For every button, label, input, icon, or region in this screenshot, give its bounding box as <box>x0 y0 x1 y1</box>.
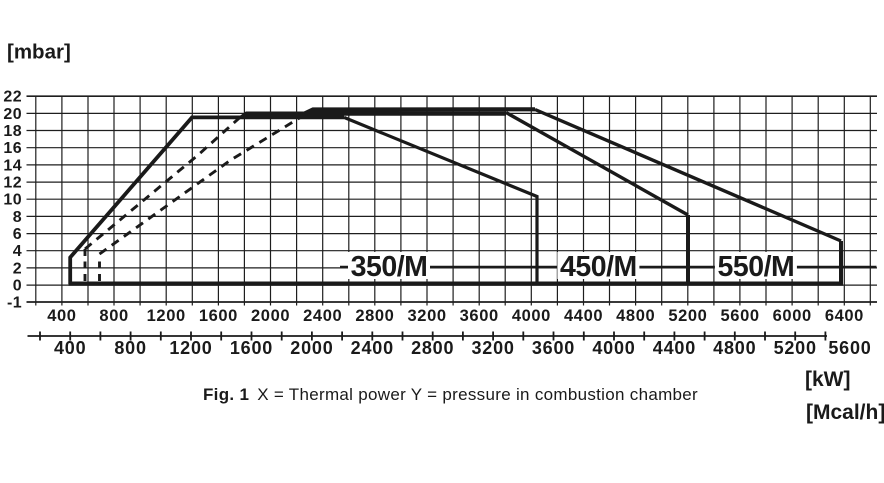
svg-text:22: 22 <box>3 89 22 106</box>
svg-text:[mbar]: [mbar] <box>7 41 71 64</box>
svg-text:4000: 4000 <box>592 338 635 358</box>
svg-text:6000: 6000 <box>773 307 812 325</box>
svg-text:4800: 4800 <box>713 338 756 358</box>
svg-text:3600: 3600 <box>460 307 499 325</box>
svg-text:4000: 4000 <box>512 307 551 325</box>
svg-text:3200: 3200 <box>471 338 514 358</box>
svg-text:2000: 2000 <box>290 338 333 358</box>
svg-text:8: 8 <box>13 209 22 226</box>
svg-text:1600: 1600 <box>230 338 273 358</box>
svg-text:1600: 1600 <box>199 307 238 325</box>
svg-text:450/M: 450/M <box>560 251 637 283</box>
svg-text:-1: -1 <box>7 295 22 312</box>
svg-text:1200: 1200 <box>169 338 212 358</box>
svg-text:350/M: 350/M <box>351 251 428 283</box>
svg-text:2800: 2800 <box>411 338 454 358</box>
svg-text:0: 0 <box>13 278 22 295</box>
svg-text:[kW]: [kW] <box>805 368 851 391</box>
svg-text:4: 4 <box>13 243 22 260</box>
svg-text:6400: 6400 <box>825 307 864 325</box>
svg-text:[Mcal/h]: [Mcal/h] <box>806 401 884 424</box>
svg-text:14: 14 <box>3 157 22 174</box>
svg-text:18: 18 <box>3 123 22 140</box>
svg-text:6: 6 <box>13 226 22 243</box>
svg-text:2800: 2800 <box>355 307 394 325</box>
svg-text:5200: 5200 <box>668 307 707 325</box>
svg-text:3600: 3600 <box>532 338 575 358</box>
svg-text:20: 20 <box>3 106 22 123</box>
svg-text:12: 12 <box>3 175 22 192</box>
svg-text:550/M: 550/M <box>718 251 795 283</box>
svg-text:5200: 5200 <box>774 338 817 358</box>
svg-text:2000: 2000 <box>251 307 290 325</box>
svg-text:10: 10 <box>3 192 22 209</box>
svg-text:4400: 4400 <box>564 307 603 325</box>
svg-text:4800: 4800 <box>616 307 655 325</box>
svg-text:2: 2 <box>13 260 22 277</box>
svg-text:4400: 4400 <box>653 338 696 358</box>
svg-text:800: 800 <box>99 307 128 325</box>
svg-text:16: 16 <box>3 140 22 157</box>
svg-text:400: 400 <box>47 307 76 325</box>
svg-text:5600: 5600 <box>828 338 871 358</box>
svg-text:800: 800 <box>114 338 146 358</box>
svg-text:3200: 3200 <box>408 307 447 325</box>
svg-text:2400: 2400 <box>303 307 342 325</box>
svg-text:1200: 1200 <box>147 307 186 325</box>
svg-text:Fig. 1X = Thermal power Y = pr: Fig. 1X = Thermal power Y = pressure in … <box>203 385 698 404</box>
svg-text:2400: 2400 <box>351 338 394 358</box>
svg-text:5600: 5600 <box>721 307 760 325</box>
svg-text:400: 400 <box>54 338 86 358</box>
